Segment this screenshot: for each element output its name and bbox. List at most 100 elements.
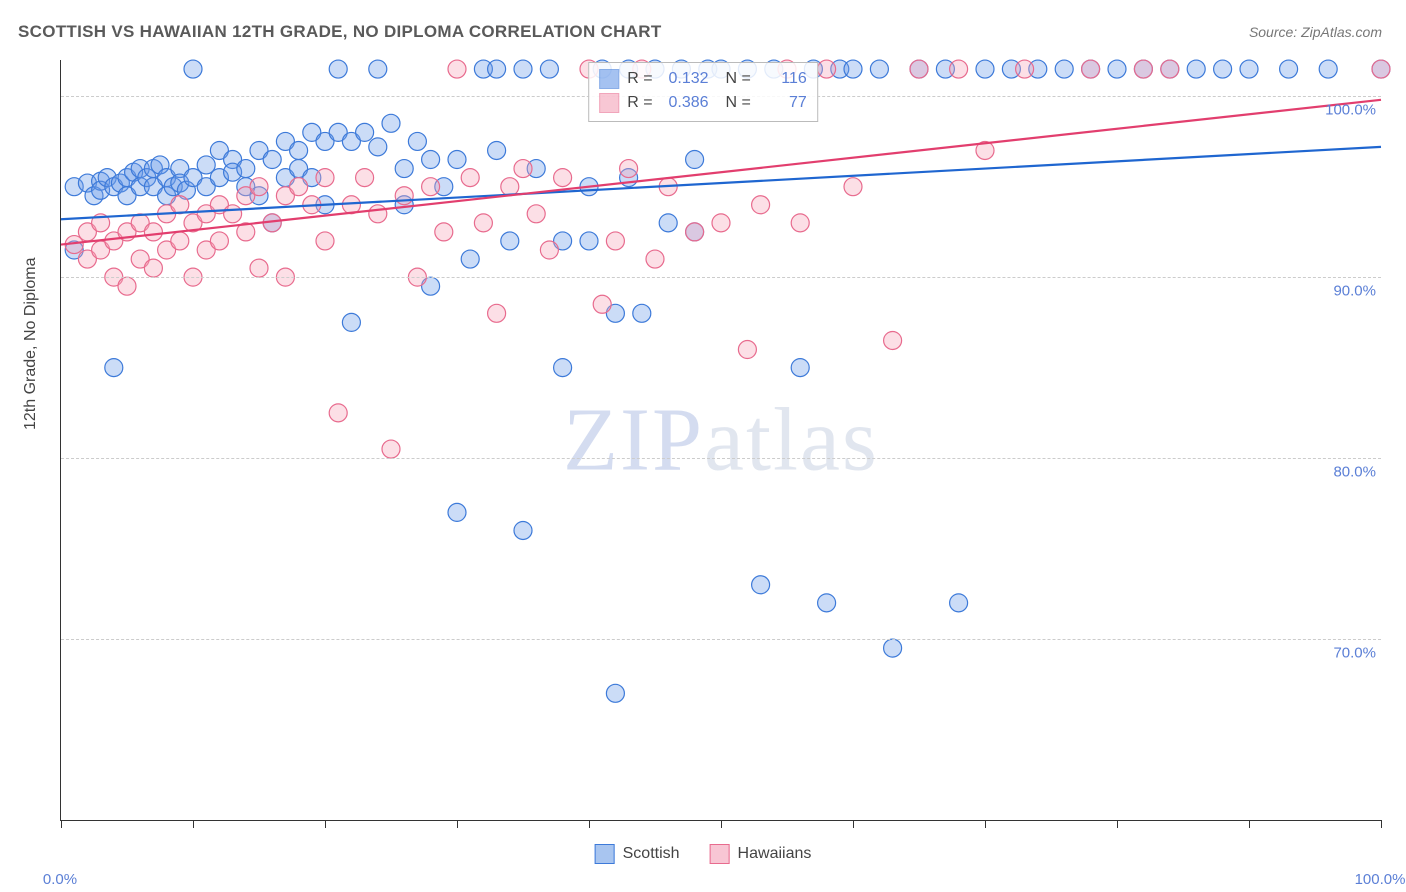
legend-swatch: [599, 69, 619, 89]
data-point: [144, 259, 162, 277]
data-point: [1082, 60, 1100, 78]
data-point: [250, 259, 268, 277]
data-point: [461, 250, 479, 268]
data-point: [171, 196, 189, 214]
data-point: [950, 60, 968, 78]
stat-n-value: 116: [759, 67, 807, 91]
data-point: [290, 178, 308, 196]
data-point: [171, 232, 189, 250]
stat-r-value: 0.386: [661, 91, 709, 115]
y-tick-label: 80.0%: [1333, 464, 1376, 481]
data-point: [593, 295, 611, 313]
stat-label: R =: [627, 91, 652, 115]
legend-label: Scottish: [623, 845, 680, 862]
data-point: [316, 169, 334, 187]
data-point: [263, 151, 281, 169]
data-point: [646, 250, 664, 268]
x-tick: [193, 820, 194, 828]
data-point: [686, 151, 704, 169]
stat-label: N =: [717, 67, 751, 91]
data-point: [514, 60, 532, 78]
data-point: [369, 205, 387, 223]
data-point: [514, 521, 532, 539]
data-point: [408, 132, 426, 150]
data-point: [514, 160, 532, 178]
data-point: [448, 503, 466, 521]
data-point: [382, 114, 400, 132]
data-point: [791, 214, 809, 232]
x-tick-label: 0.0%: [43, 871, 77, 888]
legend-item: Hawaiians: [710, 844, 812, 864]
data-point: [395, 187, 413, 205]
x-tick: [985, 820, 986, 828]
data-point: [474, 214, 492, 232]
gridline: [61, 458, 1381, 459]
data-point: [369, 138, 387, 156]
data-point: [738, 341, 756, 359]
stat-label: R =: [627, 67, 652, 91]
data-point: [818, 60, 836, 78]
data-point: [237, 160, 255, 178]
data-point: [316, 232, 334, 250]
stat-r-value: 0.132: [661, 67, 709, 91]
data-point: [659, 214, 677, 232]
data-point: [382, 440, 400, 458]
data-point: [435, 223, 453, 241]
legend-item: Scottish: [595, 844, 680, 864]
data-point: [329, 60, 347, 78]
data-point: [395, 160, 413, 178]
x-tick-label: 100.0%: [1355, 871, 1406, 888]
data-point: [870, 60, 888, 78]
y-tick-label: 70.0%: [1333, 645, 1376, 662]
data-point: [1016, 60, 1034, 78]
stat-row: R = 0.132 N = 116: [599, 67, 807, 91]
data-point: [488, 60, 506, 78]
y-axis-label: 12th Grade, No Diploma: [22, 257, 40, 430]
x-tick: [1117, 820, 1118, 828]
x-tick: [853, 820, 854, 828]
data-point: [329, 404, 347, 422]
data-point: [844, 178, 862, 196]
x-tick: [1249, 820, 1250, 828]
x-tick: [1381, 820, 1382, 828]
plot-svg: [61, 60, 1381, 820]
chart-title: SCOTTISH VS HAWAIIAN 12TH GRADE, NO DIPL…: [18, 22, 662, 42]
chart-source: Source: ZipAtlas.com: [1249, 24, 1382, 40]
y-tick-label: 100.0%: [1325, 102, 1376, 119]
legend-swatch: [599, 93, 619, 113]
data-point: [144, 223, 162, 241]
data-point: [369, 60, 387, 78]
data-point: [342, 313, 360, 331]
data-point: [501, 178, 519, 196]
data-point: [620, 160, 638, 178]
data-point: [752, 576, 770, 594]
data-point: [448, 151, 466, 169]
data-point: [1280, 60, 1298, 78]
data-point: [422, 151, 440, 169]
data-point: [540, 60, 558, 78]
data-point: [540, 241, 558, 259]
data-point: [554, 169, 572, 187]
data-point: [1214, 60, 1232, 78]
data-point: [422, 178, 440, 196]
data-point: [488, 141, 506, 159]
data-point: [580, 232, 598, 250]
data-point: [1319, 60, 1337, 78]
data-point: [844, 60, 862, 78]
legend-label: Hawaiians: [738, 845, 812, 862]
legend-bottom: Scottish Hawaiians: [595, 844, 812, 864]
data-point: [250, 178, 268, 196]
data-point: [1187, 60, 1205, 78]
data-point: [976, 60, 994, 78]
plot-area: ZIPatlas: [60, 60, 1381, 821]
gridline: [61, 277, 1381, 278]
data-point: [910, 60, 928, 78]
x-tick: [589, 820, 590, 828]
data-point: [210, 232, 228, 250]
x-tick: [61, 820, 62, 828]
data-point: [712, 214, 730, 232]
data-point: [633, 304, 651, 322]
x-tick: [457, 820, 458, 828]
data-point: [105, 359, 123, 377]
data-point: [461, 169, 479, 187]
